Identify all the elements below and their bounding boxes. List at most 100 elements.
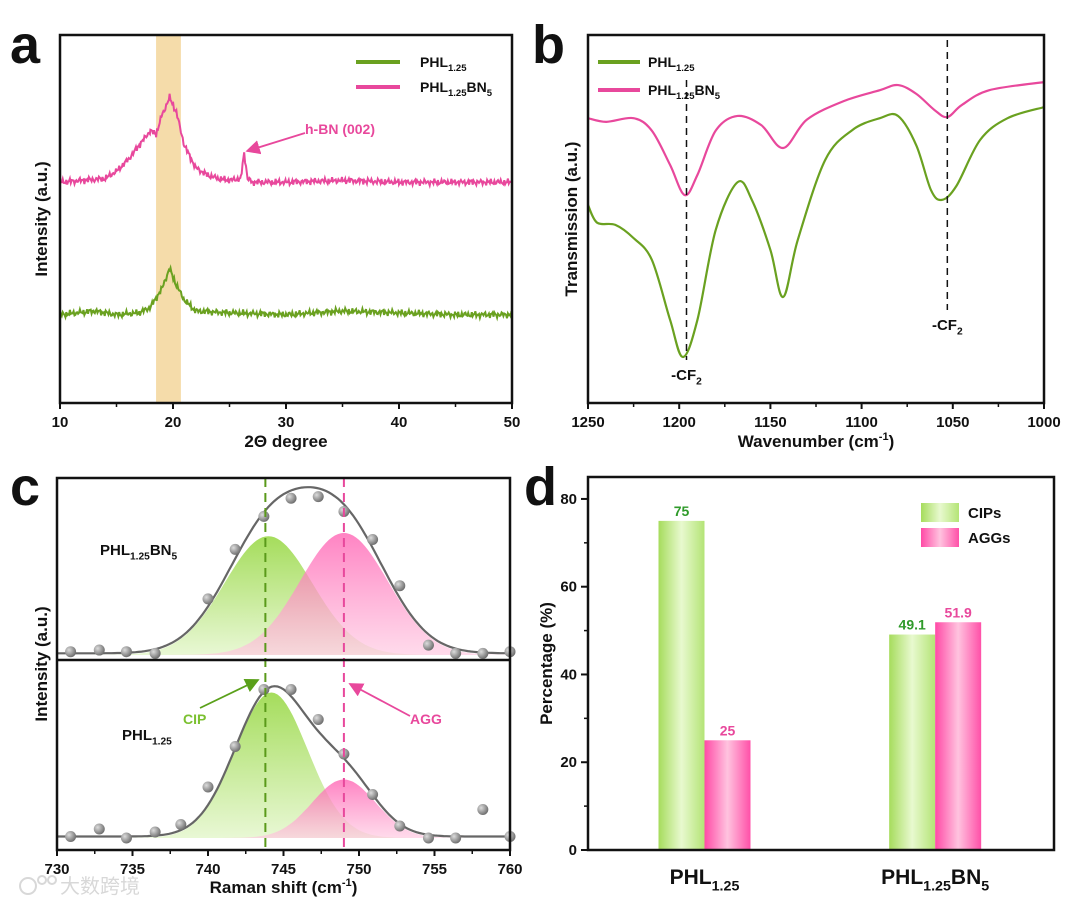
x-tick-label: 40 <box>391 414 408 431</box>
category-label-1-base2: BN <box>951 866 981 889</box>
x-tick-label: 735 <box>120 861 145 878</box>
y-axis-label: Percentage (%) <box>537 602 556 725</box>
sample-label-1: PHL1.25 <box>122 727 172 748</box>
y-tick-label: 80 <box>560 491 577 508</box>
data-point <box>65 831 77 842</box>
legend-label-0: PHL1.25 <box>648 54 695 74</box>
y-axis-label: Intensity (a.u.) <box>32 161 51 276</box>
x-tick-label: 50 <box>504 414 521 431</box>
annotation-cf2-1-base: -CF <box>671 367 696 384</box>
legend-label-1: AGGs <box>968 530 1011 547</box>
legend-label-1-base: PHL <box>420 79 448 95</box>
data-point <box>120 646 132 658</box>
sample-label-1-sub: 1.25 <box>152 737 172 748</box>
sample-label-0: PHL1.25BN5 <box>100 542 178 563</box>
sample-label-1-base: PHL <box>122 727 152 744</box>
data-point <box>450 647 462 659</box>
watermark-logo-icon <box>19 875 57 895</box>
panel-label-c: c <box>10 457 40 517</box>
x-tick-label: 745 <box>271 861 296 878</box>
legend-swatch-1 <box>921 528 959 547</box>
legend-label-0-sub: 1.25 <box>448 63 467 74</box>
x-tick-label: 1200 <box>663 414 696 431</box>
x-axis-label-base: Wavenumber (cm <box>738 432 879 451</box>
category-label-0-sub: 1.25 <box>712 878 740 894</box>
fit-envelope <box>57 685 510 838</box>
agg-arrow <box>348 683 411 717</box>
fit-envelope <box>57 486 511 655</box>
fit-component-agg <box>57 532 510 655</box>
legend-label-1-base2: BN <box>467 79 487 95</box>
annotation-cf2-2: -CF2 <box>932 317 963 338</box>
x-tick-label: 760 <box>497 861 522 878</box>
legend-label-1-sub: 1.25 <box>448 88 467 99</box>
bar-value-label: 25 <box>720 722 736 738</box>
data-point <box>450 832 462 844</box>
series-line-1 <box>59 93 513 190</box>
data-point <box>202 593 214 605</box>
x-tick-label: 30 <box>278 414 295 431</box>
y-tick-label: 0 <box>569 842 577 859</box>
category-label-1-base: PHL <box>881 866 923 889</box>
sample-label-0-base: PHL <box>100 542 130 559</box>
x-tick-label: 1050 <box>936 414 969 431</box>
bar-aggs-0 <box>704 740 751 850</box>
series-line-1 <box>587 81 1045 197</box>
data-point <box>477 804 489 815</box>
legend-label-1-sub2: 5 <box>487 88 493 99</box>
bar-value-label: 75 <box>674 503 690 519</box>
legend-label-0: PHL1.25 <box>420 54 467 74</box>
data-point <box>422 639 434 651</box>
x-tick-label: 10 <box>52 414 69 431</box>
panel-label-d: d <box>524 457 557 517</box>
data-point <box>285 684 297 695</box>
data-point <box>258 510 270 522</box>
data-point <box>285 492 297 504</box>
data-point <box>422 832 434 844</box>
plot-frame-d <box>586 475 1056 852</box>
x-axis-label-sup: -1 <box>879 431 889 443</box>
data-point <box>312 491 324 503</box>
x-axis-label-end: ) <box>889 432 895 451</box>
data-point <box>394 580 406 592</box>
x-axis-label-sup: -1 <box>342 877 352 889</box>
data-point <box>258 684 270 695</box>
y-tick-label: 40 <box>560 666 577 683</box>
data-point <box>175 819 187 830</box>
bar-value-label: 49.1 <box>899 617 926 633</box>
data-point <box>149 647 161 659</box>
fit-component-cip <box>57 536 510 655</box>
x-tick-label: 740 <box>195 861 220 878</box>
x-axis-label: Wavenumber (cm-1) <box>738 431 895 451</box>
agg-label: AGG <box>410 711 442 727</box>
data-point <box>65 646 77 658</box>
category-label-1: PHL1.25BN5 <box>881 866 989 894</box>
annotation-cf2-1: -CF2 <box>671 367 702 388</box>
y-axis-label: Intensity (a.u.) <box>32 606 51 721</box>
fit-component-cip <box>57 692 510 838</box>
x-tick-label: 1250 <box>571 414 604 431</box>
annotation-cf2-2-base: -CF <box>932 317 957 334</box>
bar-cips-0 <box>658 520 705 850</box>
data-point <box>93 823 105 835</box>
data-point <box>312 714 324 725</box>
watermark: 大数跨境 <box>60 875 140 898</box>
data-point <box>93 644 105 656</box>
annotation-hbn: h-BN (002) <box>305 121 375 137</box>
data-point <box>229 543 241 555</box>
x-tick-label: 750 <box>346 861 371 878</box>
x-axis-label-base: Raman shift (cm <box>210 878 342 897</box>
y-tick-label: 20 <box>560 754 577 771</box>
data-point <box>120 832 132 844</box>
x-axis-label: 2Θ degree <box>244 432 327 451</box>
data-point <box>477 647 489 659</box>
data-point <box>149 826 161 838</box>
category-label-0: PHL1.25 <box>670 866 740 894</box>
legend-label-1: PHL1.25BN5 <box>648 82 721 102</box>
x-tick-label: 1100 <box>845 414 878 431</box>
